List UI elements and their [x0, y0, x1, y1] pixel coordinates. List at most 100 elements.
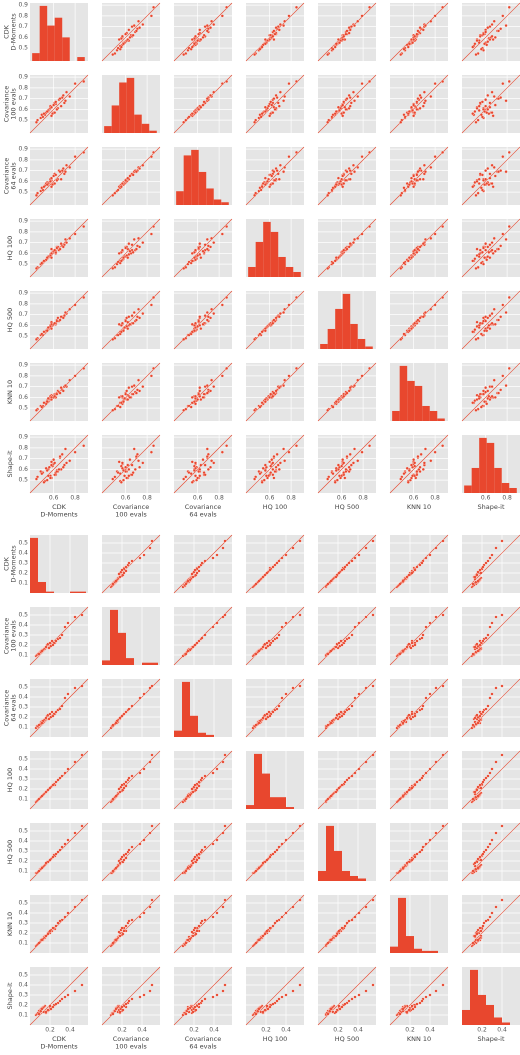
scatter-point — [117, 395, 121, 399]
x-axis-label: HQ 500 — [335, 503, 359, 511]
scatter-point — [121, 468, 126, 472]
scatter-point — [282, 99, 286, 103]
scatter-point — [275, 452, 279, 456]
scatter-point — [265, 571, 269, 575]
y-axis-label: HQ 500 — [6, 308, 14, 332]
scatter-point — [351, 163, 355, 167]
scatter-point — [413, 568, 417, 572]
x-tick-label: 0.6 — [409, 495, 419, 502]
scatter-point — [478, 643, 482, 647]
scatter-point — [471, 112, 475, 116]
scatter-point — [337, 929, 341, 933]
scatter-point — [54, 780, 58, 784]
scatter-point — [478, 714, 482, 718]
scatter-point — [504, 310, 508, 315]
scatter-point — [184, 475, 188, 479]
scatter-point — [352, 447, 357, 451]
scatter-point — [149, 232, 153, 236]
y-tick-label: 0.5 — [18, 477, 28, 484]
scatter-point — [253, 120, 257, 124]
scatter-point — [326, 723, 330, 727]
y-tick-label: 0.5 — [18, 684, 28, 691]
scatter-point — [264, 717, 268, 721]
scatter-point — [490, 90, 494, 94]
scatter-point — [481, 246, 486, 250]
scatter-point — [500, 539, 504, 543]
scatter-point — [200, 999, 204, 1003]
scatter-point — [274, 389, 278, 393]
scatter-point — [142, 692, 146, 696]
scatter-point — [340, 783, 344, 787]
scatter-point — [352, 170, 357, 174]
histogram-bar — [429, 410, 438, 421]
scatter-point — [298, 898, 302, 902]
scatter-point — [280, 625, 284, 629]
scatter-point — [291, 905, 295, 909]
scatter-point — [197, 924, 201, 928]
scatter-point — [484, 104, 488, 108]
scatter-point — [221, 760, 225, 764]
scatter-point — [423, 170, 427, 174]
scatter-point — [326, 797, 330, 801]
scatter-point — [225, 79, 229, 83]
scatter-point — [398, 869, 402, 873]
scatter-point — [73, 615, 77, 619]
histogram-bar — [471, 467, 480, 493]
scatter-point — [197, 565, 201, 569]
scatter-point — [428, 993, 432, 997]
scatter-point — [371, 539, 375, 543]
y-tick-label: 0.3 — [18, 920, 28, 927]
scatter-point — [44, 716, 48, 720]
scatter-point — [120, 248, 124, 252]
scatter-point — [342, 181, 346, 186]
scatter-point — [360, 155, 364, 159]
scatter-point — [149, 450, 153, 454]
scatter-point — [350, 559, 354, 563]
scatter-point — [421, 177, 425, 181]
y-tick-label: 0.4 — [18, 694, 28, 701]
scatter-point — [364, 905, 368, 909]
histogram-bar — [255, 241, 264, 277]
scatter-point — [118, 575, 122, 579]
scatter-point — [493, 395, 497, 399]
scatter-point — [476, 785, 480, 789]
scatter-point — [120, 855, 124, 859]
scatter-point — [134, 170, 138, 174]
scatter-point — [271, 473, 275, 477]
scatter-point — [474, 408, 478, 412]
scatter-point — [120, 1005, 124, 1009]
scatter-point — [114, 794, 118, 798]
scatter-point — [127, 919, 131, 923]
scatter-point — [402, 472, 406, 476]
scatter-point — [201, 322, 205, 326]
scatter-point — [490, 911, 494, 915]
scatter-point — [193, 926, 197, 930]
scatter-point — [272, 391, 276, 395]
histogram-bar — [206, 188, 214, 205]
scatter-point — [422, 90, 426, 94]
y-axis-label: HQ 500 — [6, 840, 14, 864]
y-tick-label: 0.5 — [18, 405, 28, 412]
scatter-point — [271, 394, 275, 398]
scatter-point — [347, 26, 351, 30]
scatter-point — [211, 771, 215, 775]
scatter-point — [275, 999, 279, 1003]
scatter-point — [124, 710, 128, 714]
scatter-point — [263, 573, 267, 577]
scatter-point — [48, 641, 52, 645]
scatter-point — [126, 397, 130, 402]
scatter-point — [423, 24, 427, 28]
scatter-point — [192, 329, 196, 333]
scatter-point — [492, 94, 496, 99]
scatter-point — [484, 561, 488, 565]
scatter-point — [124, 319, 128, 323]
scatter-point — [412, 174, 416, 178]
scatter-point — [479, 261, 483, 265]
histogram-bar — [111, 105, 120, 133]
scatter-point — [278, 312, 282, 316]
scatter-point — [353, 915, 357, 919]
scatter-point — [421, 28, 425, 32]
scatter-point — [348, 177, 352, 181]
scatter-point — [488, 37, 492, 42]
scatter-point — [272, 454, 276, 459]
